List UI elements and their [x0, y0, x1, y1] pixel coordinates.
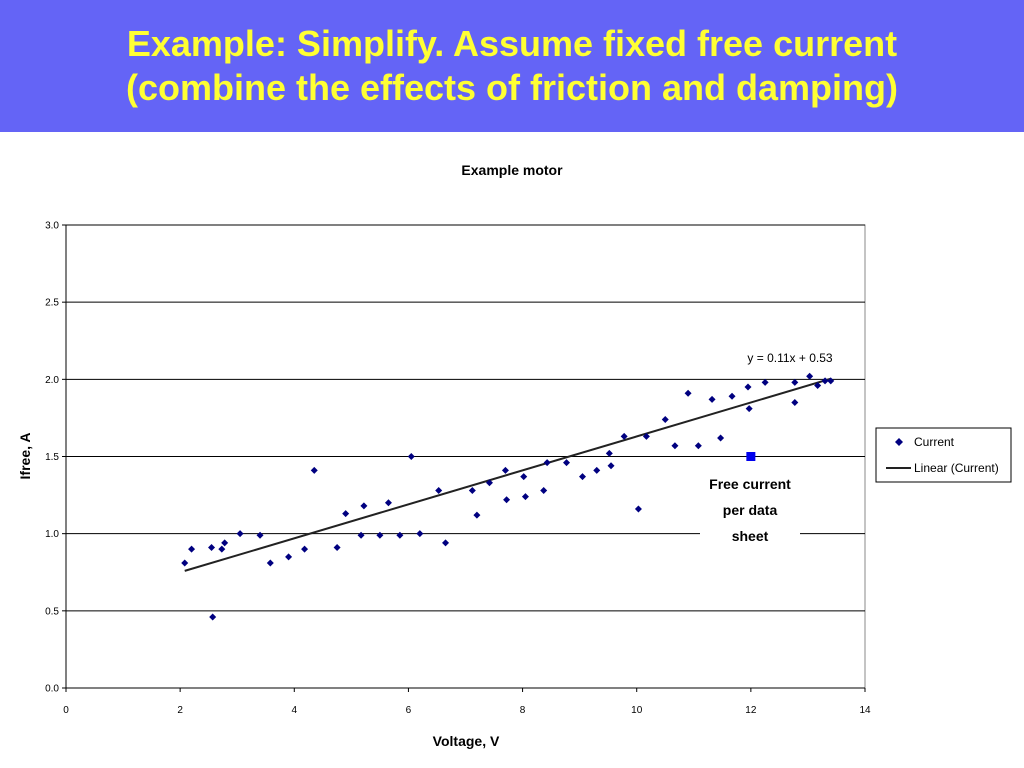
datasheet-free-current-marker [746, 452, 756, 461]
data-point [442, 539, 450, 547]
data-points [181, 372, 835, 621]
data-point [503, 496, 511, 504]
chart-legend: Current Linear (Current) [875, 427, 1012, 483]
data-point [605, 449, 613, 457]
y-tick-label: 2.5 [45, 298, 59, 309]
slide-title-line-1: Example: Simplify. Assume fixed free cur… [126, 23, 898, 64]
data-point [360, 502, 368, 510]
y-tick-label: 0.5 [45, 606, 59, 617]
data-point [396, 531, 404, 539]
data-point [236, 530, 244, 538]
data-point [563, 459, 571, 467]
data-point [593, 466, 601, 474]
y-tick-label: 3.0 [45, 221, 59, 232]
data-point [661, 415, 669, 423]
data-point [761, 378, 769, 386]
data-point [256, 531, 264, 539]
trendline-equation: y = 0.11x + 0.53 [747, 351, 832, 365]
y-tick-label: 0.0 [45, 684, 59, 695]
data-point [221, 539, 229, 547]
y-tick-label: 1.0 [45, 529, 59, 540]
legend-box [875, 427, 1012, 483]
data-point [473, 511, 481, 519]
data-point [717, 434, 725, 442]
data-point [266, 559, 274, 567]
x-tick-label: 2 [177, 705, 183, 716]
data-point [578, 473, 586, 481]
data-point [620, 432, 628, 440]
x-axis-title: Voltage, V [433, 733, 500, 749]
data-point [821, 377, 829, 385]
data-point [543, 459, 551, 467]
data-point [285, 553, 293, 561]
data-point [485, 479, 493, 487]
data-point [744, 383, 752, 391]
annotation-line-3: sheet [732, 528, 769, 544]
y-axis-title: Ifree, A [17, 433, 33, 480]
x-tick-label: 14 [859, 705, 871, 716]
data-point [209, 613, 217, 621]
data-point [521, 493, 529, 501]
trendline-linear-current [184, 377, 832, 572]
data-point [181, 559, 189, 567]
data-point [791, 378, 799, 386]
data-point [376, 531, 384, 539]
data-point [684, 389, 692, 397]
data-point [728, 392, 736, 400]
data-point [827, 377, 835, 385]
data-point [791, 398, 799, 406]
data-point [188, 545, 196, 553]
x-tick-label: 4 [292, 705, 298, 716]
legend-entry-current: Current [914, 435, 955, 449]
x-tick-label: 8 [520, 705, 526, 716]
data-point [301, 545, 309, 553]
data-point [357, 531, 365, 539]
y-tick-labels: 0.0 0.5 1.0 1.5 2.0 2.5 3.0 [45, 221, 66, 695]
x-tick-label: 0 [63, 705, 69, 716]
data-point [806, 372, 814, 380]
data-point [642, 432, 650, 440]
x-tick-label: 12 [745, 705, 757, 716]
data-point [501, 466, 509, 474]
annotation-background [700, 468, 800, 552]
y-tick-label: 1.5 [45, 452, 59, 463]
data-point [694, 442, 702, 450]
legend-entry-linear-current: Linear (Current) [914, 461, 999, 475]
x-tick-labels: 0 2 4 6 8 10 12 14 [63, 688, 871, 716]
y-tick-label: 2.0 [45, 375, 59, 386]
data-point [416, 530, 424, 538]
slide-header: Example: Simplify. Assume fixed free cur… [0, 0, 1024, 132]
data-point [607, 462, 615, 470]
x-tick-label: 6 [406, 705, 412, 716]
data-point [745, 405, 753, 413]
data-point [218, 545, 226, 553]
annotation-line-1: Free current [709, 476, 791, 492]
data-point [208, 544, 216, 552]
legend-diamond-icon [895, 438, 903, 446]
data-point [814, 382, 822, 390]
data-point [468, 486, 476, 494]
data-point [435, 486, 443, 494]
annotation-line-2: per data [723, 502, 778, 518]
chart-title: Example motor [461, 162, 563, 178]
slide-title-line-2: (combine the effects of friction and dam… [125, 67, 899, 108]
data-point [333, 544, 341, 552]
x-tick-label: 10 [631, 705, 643, 716]
data-point [310, 466, 318, 474]
data-point [342, 510, 350, 518]
data-point [407, 453, 415, 460]
data-point [384, 499, 392, 507]
scatter-chart: Example motor 0.0 0.5 1.0 1.5 2.0 2.5 3.0 0 2 4 6… [17, 162, 1012, 749]
data-point [634, 505, 642, 513]
data-point [708, 395, 716, 403]
data-point [540, 486, 548, 494]
data-point [671, 442, 679, 450]
data-point [520, 473, 528, 481]
